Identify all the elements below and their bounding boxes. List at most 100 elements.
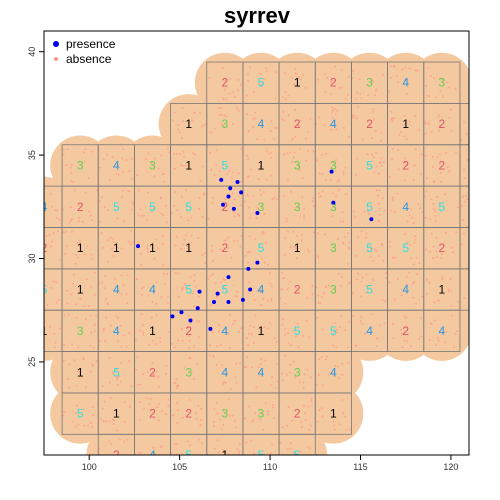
absence-point (365, 273, 368, 276)
absence-point (297, 123, 300, 126)
absence-point (166, 147, 169, 150)
absence-background (44, 52, 469, 455)
fold-label: 4 (113, 324, 120, 338)
absence-point (102, 246, 105, 249)
fold-label: 4 (113, 158, 120, 172)
fold-label: 1 (258, 158, 265, 172)
absence-point (91, 406, 94, 409)
absence-point (420, 317, 423, 320)
absence-point (128, 331, 131, 334)
absence-point (389, 76, 392, 79)
absence-point (309, 376, 312, 379)
absence-point (318, 172, 321, 175)
absence-point (113, 465, 115, 467)
absence-point (346, 93, 349, 96)
presence-point (231, 206, 236, 211)
absence-point (108, 356, 111, 359)
absence-point (111, 247, 114, 250)
absence-point (100, 232, 103, 235)
absence-point (247, 464, 249, 466)
fold-label: 2 (149, 365, 156, 379)
absence-point (175, 402, 178, 405)
absence-point (218, 107, 221, 110)
absence-point (196, 460, 198, 462)
absence-point (122, 334, 125, 337)
absence-point (281, 372, 284, 375)
absence-point (98, 447, 101, 450)
absence-point (312, 231, 315, 234)
fold-label: 4 (258, 365, 265, 379)
absence-point (311, 285, 314, 288)
absence-point (140, 293, 143, 296)
fold-label: 2 (439, 158, 446, 172)
absence-point (189, 275, 192, 278)
grid-cell (459, 102, 469, 146)
absence-point (275, 362, 278, 365)
absence-point (480, 126, 482, 128)
absence-point (165, 221, 168, 224)
absence-point (433, 210, 436, 213)
absence-point (415, 256, 418, 259)
absence-point (478, 178, 480, 180)
absence-point (198, 197, 201, 200)
absence-point (447, 290, 450, 293)
absence-point (235, 381, 238, 384)
absence-point (312, 204, 315, 207)
absence-point (366, 153, 369, 156)
absence-point (319, 302, 322, 305)
absence-point (259, 83, 262, 86)
absence-point (253, 298, 256, 301)
absence-point (190, 462, 192, 464)
absence-point (396, 192, 399, 195)
fold-label: 4 (258, 283, 265, 297)
absence-point (231, 177, 234, 180)
absence-point (213, 408, 216, 411)
absence-point (119, 324, 122, 327)
absence-point (77, 423, 80, 426)
absence-point (181, 286, 184, 289)
absence-point (179, 216, 182, 219)
absence-point (460, 243, 463, 246)
absence-point (412, 222, 415, 225)
absence-point (259, 418, 262, 421)
absence-point (199, 424, 202, 427)
fold-label: 3 (294, 158, 301, 172)
absence-point (449, 108, 452, 111)
fold-label: 5 (366, 200, 373, 214)
absence-point (187, 326, 190, 329)
absence-point (455, 231, 458, 234)
absence-point (233, 240, 236, 243)
absence-point (95, 189, 98, 192)
absence-point (30, 301, 32, 303)
absence-point (38, 314, 40, 316)
absence-point (174, 190, 177, 193)
absence-point (211, 260, 214, 263)
fold-label: 2 (185, 324, 192, 338)
absence-point (222, 98, 225, 101)
absence-point (370, 247, 373, 250)
absence-point (344, 97, 347, 100)
presence-points (136, 169, 374, 331)
absence-point (228, 169, 231, 172)
absence-point (381, 298, 384, 301)
absence-point (41, 298, 43, 300)
absence-point (63, 343, 66, 346)
absence-point (302, 381, 305, 384)
grid-cell (459, 227, 469, 270)
absence-point (430, 75, 433, 78)
absence-point (287, 406, 290, 409)
absence-point (389, 209, 392, 212)
absence-point (370, 153, 373, 156)
absence-point (329, 178, 332, 181)
absence-point (146, 218, 149, 221)
absence-point (210, 304, 213, 307)
absence-point (323, 233, 326, 236)
grid-cell (170, 433, 208, 455)
absence-point (166, 273, 169, 276)
absence-point (109, 397, 112, 400)
absence-point (399, 131, 402, 134)
absence-point (263, 326, 266, 329)
absence-point (74, 411, 77, 414)
absence-point (438, 113, 441, 116)
absence-point (177, 124, 180, 127)
